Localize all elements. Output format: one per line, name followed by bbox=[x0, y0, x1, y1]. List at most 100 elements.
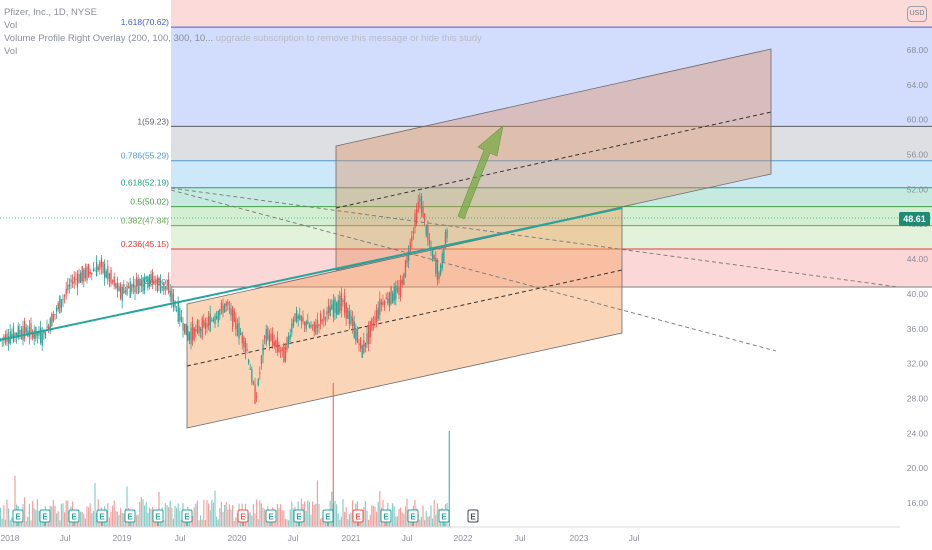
parallel-channel-lower[interactable] bbox=[186, 207, 623, 429]
candle-body bbox=[224, 303, 226, 313]
candle-body bbox=[424, 213, 426, 222]
x-tick-label: 2020 bbox=[228, 533, 247, 543]
candle-body bbox=[46, 326, 48, 328]
volume-bar bbox=[276, 503, 278, 527]
fibonacci-retracement[interactable]: 1.618(70.62) 1(59.23) 0.786(55.29) 0.618(52… bbox=[121, 0, 932, 288]
candle-body bbox=[417, 201, 419, 212]
candle-body bbox=[80, 272, 82, 283]
candle-body bbox=[148, 274, 151, 287]
volume-bar bbox=[118, 514, 120, 527]
volume-bar bbox=[257, 519, 259, 527]
projection-arrow bbox=[457, 125, 504, 220]
candle-body bbox=[217, 310, 219, 323]
earnings-marker-label: E bbox=[441, 513, 447, 522]
fib-level-label: 0.618(52.19) bbox=[121, 178, 169, 188]
candle-body bbox=[192, 323, 194, 341]
candle-body bbox=[176, 309, 178, 311]
fib-level-label: 0.5(50.02) bbox=[130, 197, 169, 207]
vol-study-label-2[interactable]: Vol bbox=[4, 46, 18, 57]
volume-bar bbox=[217, 519, 219, 527]
currency-badge[interactable]: USD bbox=[907, 6, 927, 22]
candle-body bbox=[43, 331, 45, 334]
trend-drawings[interactable] bbox=[0, 125, 932, 352]
fib-band bbox=[171, 225, 932, 250]
candle-body bbox=[270, 333, 272, 341]
fib-level-label: 0.236(45.15) bbox=[121, 239, 169, 249]
candle-body bbox=[262, 344, 264, 356]
candle-body bbox=[96, 261, 98, 277]
volume-bar bbox=[422, 505, 424, 527]
candle-body bbox=[115, 283, 117, 289]
volume-bar bbox=[348, 514, 350, 527]
dashed-trendline-upper bbox=[170, 187, 899, 288]
candle-body bbox=[444, 231, 447, 248]
parallel-channel-upper[interactable] bbox=[335, 48, 772, 271]
candle-body bbox=[139, 280, 141, 286]
candle-body bbox=[147, 276, 149, 288]
volume-bar bbox=[425, 511, 427, 527]
volume-bar bbox=[67, 500, 69, 527]
volume-bar bbox=[62, 503, 64, 527]
candle-body bbox=[377, 307, 379, 319]
volume-bar bbox=[292, 508, 294, 527]
candle-body bbox=[124, 290, 127, 293]
candle-body bbox=[292, 319, 295, 327]
volume-bar bbox=[33, 508, 35, 527]
volume-bar bbox=[430, 505, 432, 527]
volume-bar bbox=[278, 507, 280, 527]
volume-bar bbox=[193, 507, 195, 527]
volume-bar bbox=[400, 507, 402, 527]
candle-body bbox=[57, 302, 59, 309]
earnings-marker-label: E bbox=[184, 513, 190, 522]
vpvr-study-label[interactable]: Volume Profile Right Overlay (200, 100, … bbox=[4, 32, 482, 45]
y-tick-label: 60.00 bbox=[907, 115, 929, 125]
x-tick-label: Jul bbox=[175, 533, 186, 543]
vol-study-label[interactable]: Vol bbox=[4, 20, 18, 31]
y-tick-label: 44.00 bbox=[907, 254, 929, 264]
candle-body bbox=[198, 325, 200, 334]
candle-body bbox=[142, 277, 144, 292]
price-axis[interactable]: 16.00 20.00 24.00 28.00 32.00 36.00 40.00 44.00… bbox=[907, 45, 929, 508]
volume-bar bbox=[283, 510, 285, 527]
volume-bar bbox=[30, 520, 32, 527]
candle-body bbox=[300, 315, 303, 322]
candle-body bbox=[62, 298, 64, 300]
volume-bar bbox=[0, 507, 2, 527]
time-axis[interactable]: 2018 Jul 2019 Jul 2020 Jul 2021 Jul 2022 Jul 2023 J… bbox=[0, 526, 900, 543]
candle-body bbox=[203, 319, 205, 327]
volume-bar bbox=[305, 510, 307, 527]
candle-body bbox=[344, 296, 346, 314]
x-tick-label: 2021 bbox=[342, 533, 361, 543]
volume-bar bbox=[60, 503, 62, 527]
candle-body bbox=[238, 322, 240, 339]
candle-body bbox=[188, 332, 191, 341]
volume-bar bbox=[214, 490, 216, 527]
earnings-marker-label: E bbox=[296, 513, 302, 522]
candle-body bbox=[336, 302, 338, 315]
symbol-title[interactable]: Pfizer, Inc., 1D, NYSE bbox=[4, 7, 97, 18]
volume-bar bbox=[344, 511, 346, 527]
volume-bar bbox=[315, 503, 317, 527]
x-tick-label: Jul bbox=[515, 533, 526, 543]
candle-body bbox=[288, 336, 290, 345]
volume-bar bbox=[52, 499, 54, 527]
candle-body bbox=[158, 277, 160, 286]
candle-body bbox=[348, 310, 351, 325]
x-tick-label: 2018 bbox=[1, 533, 20, 543]
candle-body bbox=[102, 262, 104, 273]
candle-body bbox=[182, 322, 184, 331]
volume-bar bbox=[313, 504, 315, 527]
candle-body bbox=[153, 281, 155, 283]
candle-body bbox=[240, 333, 242, 335]
x-tick-label: 2022 bbox=[454, 533, 473, 543]
candle-body bbox=[88, 264, 90, 277]
volume-bar bbox=[232, 504, 234, 527]
volume-bar bbox=[201, 519, 203, 527]
candle-body bbox=[443, 248, 445, 262]
candle-body bbox=[249, 368, 251, 370]
candle-body bbox=[396, 287, 399, 292]
fib-band bbox=[171, 249, 932, 287]
candle-body bbox=[131, 284, 133, 292]
